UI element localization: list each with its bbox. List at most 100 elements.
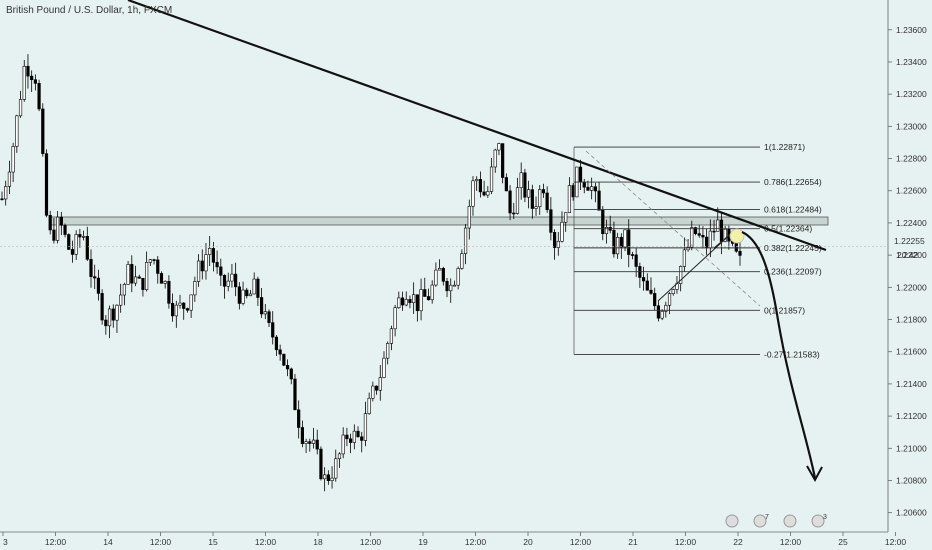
- price-tick-label: 1.22000: [896, 282, 927, 292]
- candle-body: [89, 258, 93, 277]
- candle-body: [152, 259, 156, 261]
- price-tick-label: 1.20800: [896, 475, 927, 485]
- candle-body: [159, 273, 164, 284]
- candle-body: [571, 185, 575, 198]
- candle-body: [156, 259, 160, 274]
- candle-body: [18, 99, 23, 117]
- fib-level-label: 0(1.21857): [764, 305, 805, 315]
- candle-body: [463, 227, 468, 254]
- candle-body: [30, 75, 34, 81]
- candle-body: [515, 187, 520, 214]
- candle-body: [300, 427, 304, 444]
- candle-body: [653, 293, 657, 307]
- candle-body: [371, 385, 375, 399]
- candle-body: [226, 280, 230, 287]
- candle-body: [527, 189, 531, 198]
- trendline-main[interactable]: [127, 0, 827, 252]
- time-tick-label: 12:00: [465, 537, 487, 547]
- price-tick-label: 1.21000: [896, 443, 927, 453]
- candle-body: [241, 289, 245, 304]
- candle-body: [475, 179, 479, 182]
- event-icon[interactable]: [725, 514, 739, 528]
- candle-body: [170, 302, 175, 317]
- candle-body: [378, 377, 382, 391]
- event-icon[interactable]: [783, 514, 797, 528]
- event-icon[interactable]: [753, 514, 767, 528]
- candle-body: [44, 153, 49, 216]
- candle-body: [111, 308, 115, 321]
- price-tick-label: 1.21200: [896, 411, 927, 421]
- time-axis[interactable]: 3 12:00 14 12:00 15 12:00 18 12:00 19 12:00 20 12:0…: [0, 531, 906, 547]
- time-tick-label: 12:00: [150, 537, 172, 547]
- fib-diagonal-dashed: [585, 150, 761, 307]
- event-icon[interactable]: [811, 514, 825, 528]
- candle-body: [623, 229, 627, 248]
- candle-body: [597, 190, 601, 211]
- candle-body: [107, 308, 112, 327]
- candle-body: [259, 297, 264, 315]
- price-tick-label: 1.23600: [896, 25, 927, 35]
- candle-body: [534, 206, 538, 209]
- candle-body: [356, 430, 360, 438]
- candle-body: [397, 297, 401, 309]
- candle-body: [22, 65, 26, 100]
- price-tick-label: 1.22800: [896, 154, 927, 164]
- event-count-badge: 7: [765, 514, 769, 521]
- candle-body: [323, 474, 327, 480]
- candle-body: [690, 227, 694, 248]
- candle-body: [541, 189, 546, 194]
- candle-body: [630, 254, 635, 256]
- candle-body: [697, 233, 701, 236]
- candle-body: [616, 236, 620, 255]
- candle-body: [482, 191, 486, 196]
- price-label-box: [889, 235, 932, 247]
- candle-body: [545, 192, 549, 211]
- candle-body: [341, 434, 345, 455]
- candle-body: [122, 284, 126, 296]
- candle-body: [708, 230, 712, 249]
- time-tick-label: 25: [838, 537, 848, 547]
- candle-body: [193, 281, 197, 296]
- candle-body: [297, 409, 301, 428]
- candle-body: [211, 248, 215, 263]
- fib-level-label: 0.786(1.22654): [764, 177, 822, 187]
- price-axis[interactable]: 1.23600 1.23400 1.23200 1.23000 1.22800 1.226…: [887, 0, 932, 550]
- candle-body: [63, 224, 67, 235]
- candle-body: [682, 249, 686, 267]
- candle-body: [200, 260, 204, 272]
- candle-body: [271, 322, 275, 338]
- candle-body: [578, 166, 583, 183]
- event-markers[interactable]: 7 3: [725, 514, 827, 528]
- candle-body: [315, 439, 319, 450]
- candle-body: [26, 65, 30, 77]
- candle-body: [174, 304, 178, 317]
- fibonacci-retracement[interactable]: 1(1.22871) 0.786(1.22654) 0.618(1.22484) 0.…: [573, 142, 822, 359]
- candle-body: [489, 166, 494, 192]
- candle-body: [245, 289, 249, 297]
- candle-body: [115, 304, 119, 321]
- candle-body: [282, 353, 286, 366]
- candle-body: [716, 219, 720, 232]
- time-tick-label: 19: [418, 537, 428, 547]
- candle-body: [519, 172, 523, 189]
- candle-body: [560, 221, 564, 242]
- candle-body: [601, 209, 605, 234]
- candle-body: [523, 172, 527, 198]
- candle-body: [208, 248, 212, 255]
- candle-body: [119, 294, 123, 306]
- candle-body: [319, 448, 323, 480]
- candle-body: [0, 198, 4, 201]
- candle-body: [263, 311, 267, 315]
- candle-body: [400, 297, 405, 306]
- candle-body: [445, 281, 449, 292]
- candle-body: [415, 294, 419, 312]
- candle-body: [167, 281, 171, 304]
- price-tick-label: 1.22400: [896, 218, 927, 228]
- candle-body: [311, 439, 316, 444]
- candle-body: [278, 349, 282, 355]
- candle-body: [337, 453, 342, 460]
- candle-body: [345, 434, 349, 440]
- candle-body: [70, 249, 75, 255]
- candle-body: [59, 216, 63, 226]
